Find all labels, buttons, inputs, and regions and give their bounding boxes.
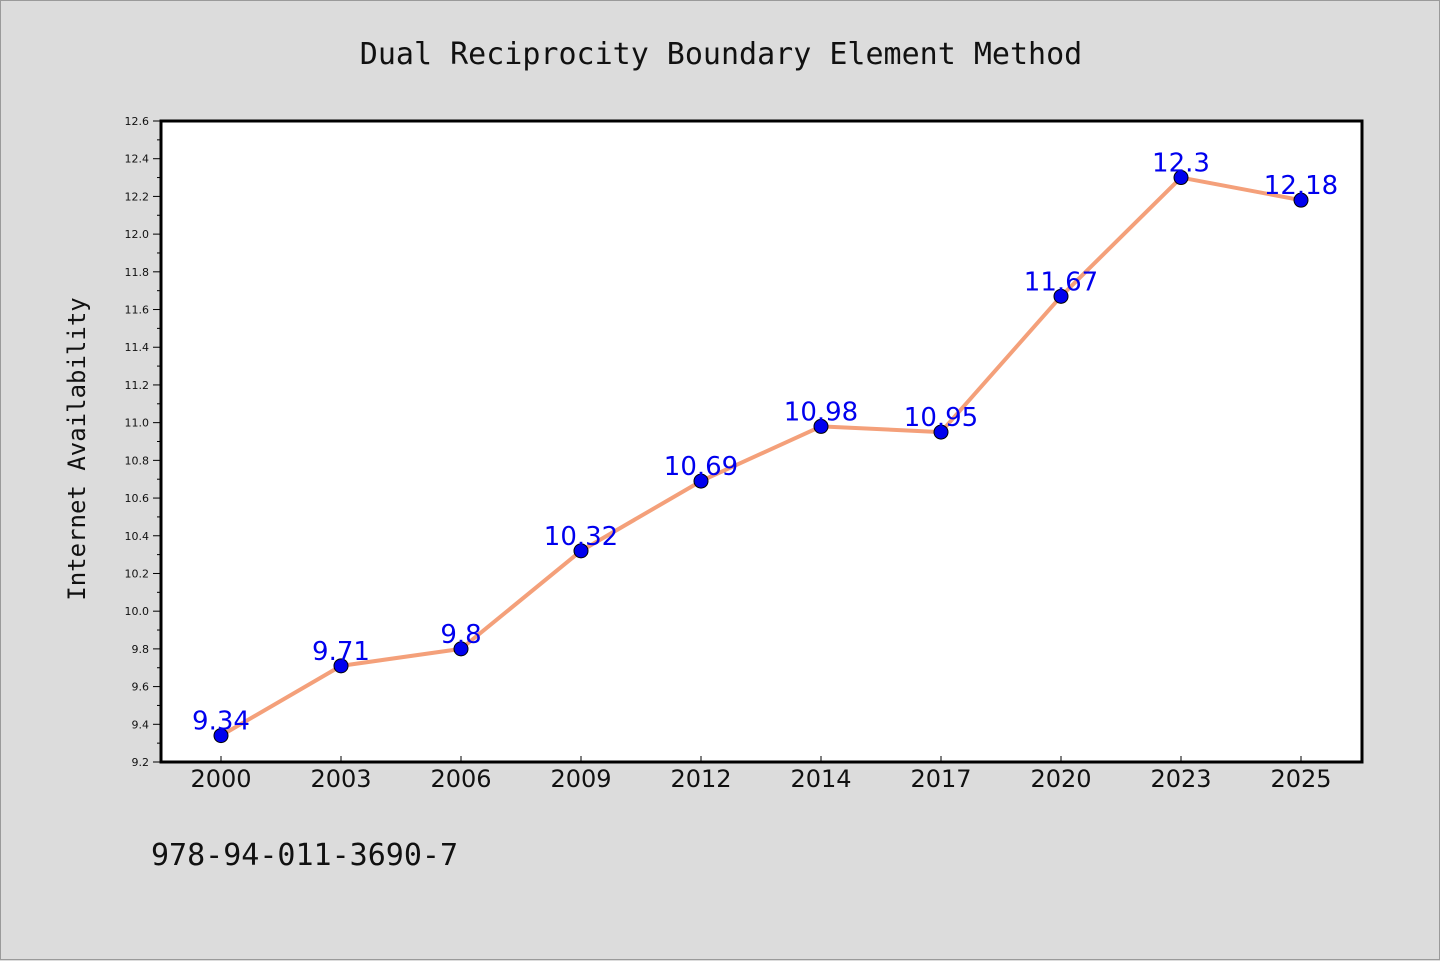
data-point <box>213 728 229 744</box>
isbn-text: 978-94-011-3690-7 <box>151 838 458 873</box>
y-tick-label: 11.2 <box>125 379 150 392</box>
data-label: 11.67 <box>1024 267 1098 297</box>
data-label: 10.95 <box>904 403 978 433</box>
x-tick-label: 2020 <box>1030 765 1091 793</box>
data-point <box>693 473 709 489</box>
data-label: 10.69 <box>664 452 738 482</box>
x-tick-label: 2003 <box>310 765 371 793</box>
y-tick-label: 12.0 <box>125 228 150 241</box>
y-tick-label: 12.2 <box>125 190 150 203</box>
y-tick-label: 11.6 <box>125 304 150 317</box>
x-tick-label: 2012 <box>670 765 731 793</box>
data-point <box>573 543 589 559</box>
plot-area <box>159 119 1364 764</box>
x-tick-label: 2017 <box>910 765 971 793</box>
y-tick-label: 10.8 <box>125 454 150 467</box>
y-axis-label: Internet Availability <box>63 297 91 600</box>
x-tick-label: 2014 <box>790 765 851 793</box>
points-group <box>213 170 1309 744</box>
data-point <box>1173 170 1189 186</box>
x-tick-label: 2006 <box>430 765 491 793</box>
data-point <box>1053 288 1069 304</box>
data-point <box>1293 192 1309 208</box>
data-point <box>333 658 349 674</box>
data-label: 10.98 <box>784 397 858 427</box>
chart-title: Dual Reciprocity Boundary Element Method <box>360 37 1082 72</box>
y-tick-label: 9.6 <box>132 681 150 694</box>
data-labels-group: 9.34 9.71 9.8 10.32 10.69 10.98 10.95 11.67 12.3… <box>192 149 1338 737</box>
y-axis-ticks: 9.2 9.4 9.6 9.8 10.0 10.2 10.4 10.6 10.8 11.0 11.2… <box>125 115 161 769</box>
x-tick-label: 2000 <box>190 765 251 793</box>
y-tick-label: 9.8 <box>132 643 150 656</box>
x-axis-ticks: 2000 2003 2006 2009 2012 2014 2017 2020 2023 2025 <box>190 756 1332 793</box>
y-tick-label: 10.4 <box>125 530 150 543</box>
series-group <box>219 175 1302 738</box>
y-tick-label: 10.0 <box>125 605 150 618</box>
y-tick-label: 11.8 <box>125 266 150 279</box>
y-tick-label: 9.2 <box>132 756 150 769</box>
data-label: 12.18 <box>1264 171 1338 201</box>
y-tick-label: 11.0 <box>125 417 150 430</box>
series-line <box>219 175 1302 738</box>
y-tick-label: 10.2 <box>125 567 150 580</box>
y-tick-label: 10.6 <box>125 492 150 505</box>
y-tick-label: 12.4 <box>125 153 150 166</box>
y-tick-label: 12.6 <box>125 115 150 128</box>
data-point <box>933 424 949 440</box>
x-tick-label: 2025 <box>1270 765 1331 793</box>
y-tick-label: 11.4 <box>125 341 150 354</box>
data-point <box>453 641 469 657</box>
data-label: 9.34 <box>192 707 250 737</box>
data-point <box>813 418 829 434</box>
x-tick-label: 2023 <box>1150 765 1211 793</box>
y-tick-label: 9.4 <box>132 718 150 731</box>
x-tick-label: 2009 <box>550 765 611 793</box>
data-label: 9.71 <box>312 637 370 667</box>
data-label: 12.3 <box>1152 149 1210 179</box>
data-label: 10.32 <box>544 522 618 552</box>
data-label: 9.8 <box>440 620 481 650</box>
